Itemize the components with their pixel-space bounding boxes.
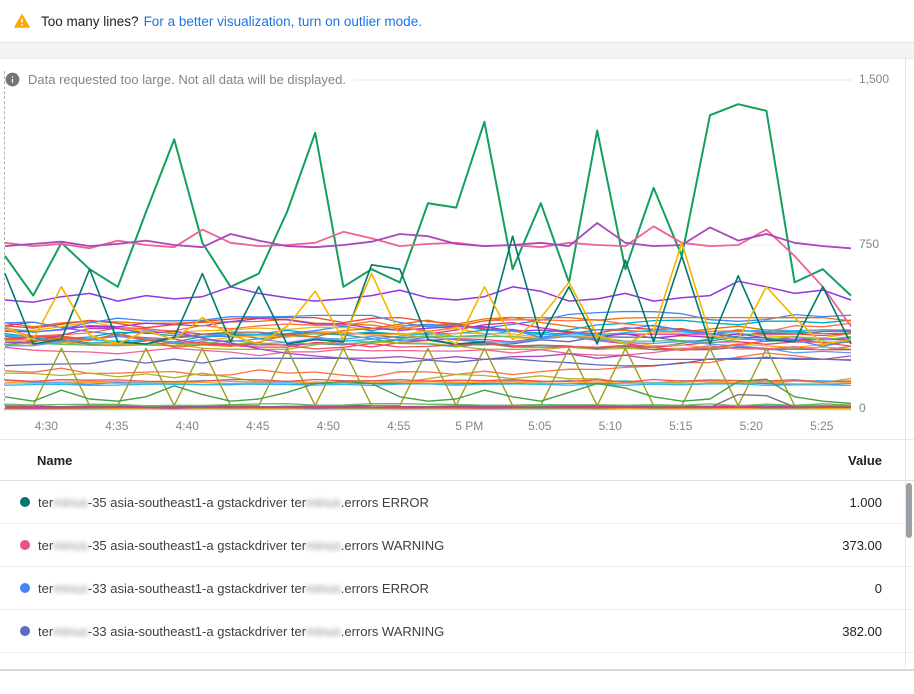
name-text: .errors WARNING (340, 537, 445, 553)
series-name: terminus-33 asia-southeast1-a gstackdriv… (38, 624, 842, 639)
name-text: ter (38, 494, 54, 510)
name-column-header: Name (37, 452, 73, 468)
table-row[interactable]: terminus-33 asia-southeast1-a gstackdriv… (0, 610, 914, 653)
scrollbar-thumb[interactable] (906, 483, 912, 538)
redacted-text: minus (53, 580, 88, 596)
y-tick-label: 750 (859, 237, 880, 251)
series-value: 0 (874, 580, 882, 596)
x-tick-label: 5:15 (669, 419, 693, 433)
name-text: ter (38, 537, 54, 553)
redacted-text: minus (53, 494, 88, 510)
legend-table: Name Value terminus-35 asia-southeast1-a… (0, 439, 914, 671)
legend-table-header: Name Value (0, 440, 914, 481)
too-many-lines-banner: Too many lines? For a better visualizati… (0, 0, 914, 42)
legend-rows: terminus-35 asia-southeast1-a gstackdriv… (0, 481, 914, 653)
name-text: -33 asia-southeast1-a gstackdriver ter (87, 580, 307, 596)
chart-line (4, 381, 852, 385)
banner-text: Too many lines? (41, 13, 139, 29)
name-text: -35 asia-southeast1-a gstackdriver ter (87, 494, 307, 510)
chart-line (5, 347, 851, 407)
chart-line (4, 225, 852, 327)
series-color-dot (20, 540, 30, 550)
chart-line (5, 393, 851, 409)
notice-text: Data requested too large. Not all data w… (28, 72, 346, 87)
series-name: terminus-33 asia-southeast1-a gstackdriv… (38, 581, 875, 596)
x-axis-labels: 4:30 4:35 4:40 4:45 4:50 4:55 5 PM 5:05 5:10 5:15… (0, 419, 860, 437)
name-text: ter (38, 623, 54, 639)
name-text: -33 asia-southeast1-a gstackdriver ter (87, 623, 307, 639)
value-column-header: Value (848, 452, 882, 468)
data-truncation-notice: Data requested too large. Not all data w… (5, 72, 354, 87)
legend-table-footer (0, 653, 914, 671)
x-tick-label: 5:10 (598, 419, 622, 433)
y-tick-label: 1,500 (859, 72, 890, 86)
table-row[interactable]: terminus-35 asia-southeast1-a gstackdriv… (0, 524, 914, 567)
redacted-text: minus (53, 623, 88, 639)
name-text: .errors ERROR (340, 494, 429, 510)
series-color-dot (20, 497, 30, 507)
timeseries-chart[interactable] (4, 79, 852, 411)
x-tick-label: 4:40 (175, 419, 199, 433)
chart-line (4, 242, 852, 345)
warning-icon (13, 13, 31, 28)
chart-line (4, 235, 852, 345)
series-color-dot (20, 626, 30, 636)
section-divider (0, 42, 914, 59)
x-tick-label: 5:05 (528, 419, 552, 433)
name-text: ter (38, 580, 54, 596)
x-tick-label: 5:25 (810, 419, 834, 433)
name-text: .errors ERROR (340, 580, 429, 596)
info-icon (5, 72, 20, 87)
chart-line (4, 383, 852, 387)
name-text: .errors WARNING (340, 623, 445, 639)
x-tick-label: 4:55 (387, 419, 411, 433)
outlier-mode-link[interactable]: For a better visualization, turn on outl… (143, 13, 422, 29)
chart-line (4, 352, 852, 378)
x-tick-label: 5 PM (455, 419, 484, 433)
series-value: 1.000 (849, 494, 882, 510)
series-name: terminus-35 asia-southeast1-a gstackdriv… (38, 538, 842, 553)
series-value: 382.00 (842, 623, 882, 639)
x-tick-label: 5:20 (739, 419, 763, 433)
scrollbar-track (905, 58, 906, 668)
redacted-text: minus (306, 537, 341, 553)
chart-line (4, 408, 851, 411)
series-name: terminus-35 asia-southeast1-a gstackdriv… (38, 495, 849, 510)
redacted-text: minus (306, 580, 341, 596)
table-row[interactable]: terminus-33 asia-southeast1-a gstackdriv… (0, 567, 914, 610)
x-tick-label: 4:45 (246, 419, 270, 433)
x-tick-label: 4:50 (316, 419, 340, 433)
chart-line (4, 317, 852, 340)
chart-left-dashed-edge (4, 71, 5, 411)
chart-line (4, 316, 852, 348)
x-tick-label: 4:35 (105, 419, 129, 433)
redacted-text: minus (306, 623, 341, 639)
redacted-text: minus (53, 537, 88, 553)
chart-line (4, 222, 852, 250)
chart-line (4, 378, 852, 405)
y-tick-label: 0 (859, 401, 866, 415)
chart-area: Data requested too large. Not all data w… (0, 59, 914, 439)
chart-line (4, 357, 852, 367)
chart-line (4, 103, 852, 297)
redacted-text: minus (306, 494, 341, 510)
chart-line (4, 402, 852, 407)
name-text: -35 asia-southeast1-a gstackdriver ter (87, 537, 307, 553)
x-tick-label: 4:30 (34, 419, 58, 433)
chart-line (4, 280, 852, 303)
chart-line (4, 319, 852, 337)
series-color-dot (20, 583, 30, 593)
chart-line (4, 345, 852, 357)
series-value: 373.00 (842, 537, 882, 553)
table-row[interactable]: terminus-35 asia-southeast1-a gstackdriv… (0, 481, 914, 524)
chart-line (4, 378, 852, 383)
